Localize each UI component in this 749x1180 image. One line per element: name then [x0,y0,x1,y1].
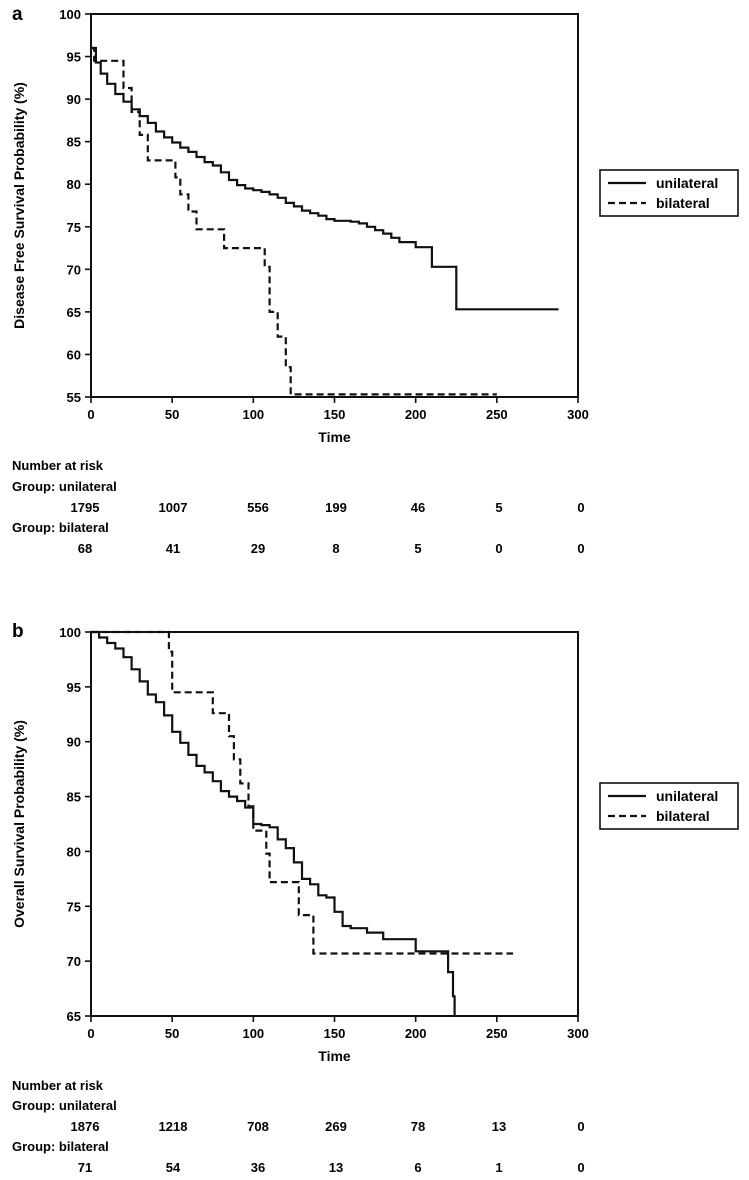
panel-label: a [12,4,23,25]
legend-label-unilateral: unilateral [656,175,718,191]
risk-count: 1876 [71,1119,100,1134]
x-tick-label: 200 [405,407,427,422]
y-tick-label: 100 [59,7,81,22]
x-axis-title: Time [318,429,351,445]
risk-count: 13 [329,1160,343,1175]
risk-count: 556 [247,500,269,515]
y-tick-label: 70 [67,262,81,277]
x-tick-label: 200 [405,1026,427,1041]
risk-count: 0 [495,541,502,556]
risk-table-title: Number at risk [12,458,104,473]
plot-frame [90,631,579,1017]
y-tick-label: 60 [67,347,81,362]
x-tick-label: 50 [165,1026,179,1041]
risk-count: 13 [492,1119,506,1134]
y-tick-label: 55 [67,390,81,405]
risk-group-label: Group: unilateral [12,1098,117,1113]
y-tick-label: 95 [67,50,81,65]
legend-label-bilateral: bilateral [656,195,710,211]
x-tick-label: 0 [87,1026,94,1041]
y-tick-label: 90 [67,735,81,750]
risk-count: 0 [577,500,584,515]
risk-count: 1 [495,1160,502,1175]
x-tick-label: 150 [324,1026,346,1041]
risk-count: 46 [411,500,425,515]
risk-count: 1218 [159,1119,188,1134]
y-tick-label: 95 [67,680,81,695]
series-line-bilateral [91,630,514,955]
y-axis-title: Overall Survival Probability (%) [11,720,27,928]
y-tick-label: 65 [67,1009,81,1024]
y-tick-label: 85 [67,790,81,805]
plot-frame [90,13,579,398]
risk-group-label: Group: unilateral [12,479,117,494]
y-tick-label: 85 [67,135,81,150]
risk-count: 78 [411,1119,425,1134]
risk-count: 1795 [71,500,100,515]
risk-count: 8 [332,541,339,556]
legend-label-unilateral: unilateral [656,788,718,804]
y-tick-label: 75 [67,220,81,235]
legend: unilateral bilateral [599,169,739,217]
x-tick-label: 100 [242,407,264,422]
x-tick-label: 300 [567,407,589,422]
risk-count: 29 [251,541,265,556]
risk-count: 0 [577,541,584,556]
y-tick-label: 70 [67,954,81,969]
risk-count: 68 [78,541,92,556]
y-tick-label: 80 [67,177,81,192]
x-tick-label: 250 [486,1026,508,1041]
risk-count: 54 [166,1160,181,1175]
risk-count: 5 [414,541,421,556]
risk-count: 0 [577,1160,584,1175]
risk-group-label: Group: bilateral [12,520,109,535]
risk-table: Number at risk Group: unilateral 1876 1218 7… [12,1078,585,1175]
risk-table: Number at risk Group: unilateral 1795 1007 5… [12,458,585,556]
y-tick-label: 75 [67,899,81,914]
risk-group-label: Group: bilateral [12,1139,109,1154]
series-line-bilateral [91,46,497,396]
risk-count: 1007 [159,500,188,515]
x-axis-title: Time [318,1048,351,1064]
y-tick-label: 65 [67,305,81,320]
panel-label: b [12,621,24,642]
y-axis-title: Disease Free Survival Probability (%) [11,82,27,329]
risk-count: 708 [247,1119,269,1134]
series-line-unilateral [91,46,559,311]
x-tick-label: 50 [165,407,179,422]
risk-count: 199 [325,500,347,515]
x-tick-label: 0 [87,407,94,422]
y-tick-label: 90 [67,92,81,107]
x-tick-label: 250 [486,407,508,422]
series-line-unilateral [91,630,456,1016]
risk-table-title: Number at risk [12,1078,104,1093]
risk-count: 71 [78,1160,92,1175]
risk-count: 0 [577,1119,584,1134]
risk-count: 6 [414,1160,421,1175]
y-tick-label: 100 [59,625,81,640]
legend-label-bilateral: bilateral [656,808,710,824]
legend-box [599,782,739,830]
risk-count: 269 [325,1119,347,1134]
legend-box [599,169,739,217]
risk-count: 5 [495,500,502,515]
x-tick-label: 100 [242,1026,264,1041]
x-tick-label: 150 [324,407,346,422]
risk-count: 36 [251,1160,265,1175]
y-tick-label: 80 [67,844,81,859]
legend: unilateral bilateral [599,782,739,830]
x-tick-label: 300 [567,1026,589,1041]
risk-count: 41 [166,541,180,556]
